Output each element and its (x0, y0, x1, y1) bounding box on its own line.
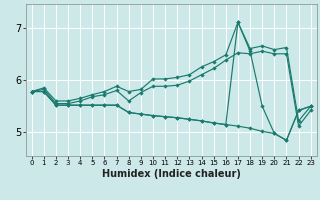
X-axis label: Humidex (Indice chaleur): Humidex (Indice chaleur) (102, 169, 241, 179)
